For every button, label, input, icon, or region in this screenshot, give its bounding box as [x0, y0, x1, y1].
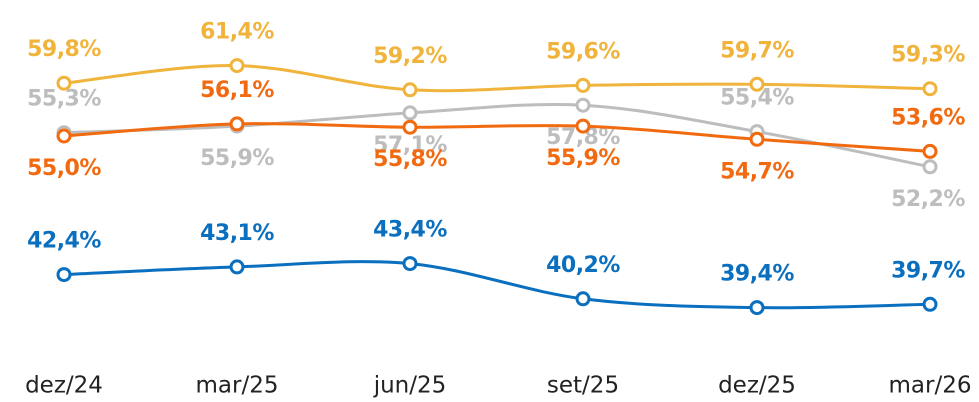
data-point	[575, 291, 591, 307]
data-label: 55,3%	[27, 87, 101, 112]
x-tick-label: jun/25	[373, 373, 447, 399]
data-label: 54,7%	[720, 159, 794, 184]
data-point	[229, 259, 245, 275]
data-label: 42,4%	[27, 229, 101, 254]
data-point	[749, 300, 765, 316]
x-tick-label: mar/25	[196, 373, 279, 399]
data-label: 59,7%	[720, 38, 794, 63]
data-point	[575, 97, 591, 113]
data-label: 39,7%	[891, 258, 965, 283]
data-point	[575, 118, 591, 134]
data-label: 61,4%	[200, 20, 274, 45]
data-label: 53,6%	[891, 105, 965, 130]
data-label: 39,4%	[720, 262, 794, 287]
data-point	[402, 105, 418, 121]
data-label: 59,6%	[546, 39, 620, 64]
data-point	[56, 128, 72, 144]
data-label: 55,9%	[546, 146, 620, 171]
data-label: 57,1%	[373, 133, 447, 158]
data-point	[229, 58, 245, 74]
data-label: 59,8%	[27, 37, 101, 62]
data-label: 52,2%	[891, 187, 965, 212]
data-label: 56,1%	[200, 78, 274, 103]
data-point	[229, 116, 245, 132]
x-tick-label: set/25	[547, 373, 619, 399]
data-point	[402, 119, 418, 135]
series-line	[63, 102, 931, 169]
data-point	[575, 77, 591, 93]
data-label: 55,8%	[373, 147, 447, 172]
data-label: 59,3%	[891, 43, 965, 68]
data-label: 55,0%	[27, 156, 101, 181]
series-line	[63, 260, 931, 310]
data-label: 59,2%	[373, 44, 447, 69]
data-point	[402, 82, 418, 98]
data-point	[56, 75, 72, 91]
data-label: 43,4%	[373, 218, 447, 243]
data-point	[922, 81, 938, 97]
data-point	[402, 256, 418, 272]
data-point	[922, 143, 938, 159]
data-point	[56, 267, 72, 283]
data-point	[922, 296, 938, 312]
data-point	[749, 131, 765, 147]
series-line	[63, 64, 931, 93]
data-label: 55,9%	[200, 146, 274, 171]
x-tick-label: dez/25	[718, 373, 796, 399]
x-tick-label: mar/26	[889, 373, 972, 399]
data-label: 40,2%	[546, 253, 620, 278]
series-line	[63, 122, 931, 153]
data-label: 43,1%	[200, 221, 274, 246]
x-tick-label: dez/24	[25, 373, 103, 399]
data-point	[749, 76, 765, 92]
data-point	[922, 159, 938, 175]
